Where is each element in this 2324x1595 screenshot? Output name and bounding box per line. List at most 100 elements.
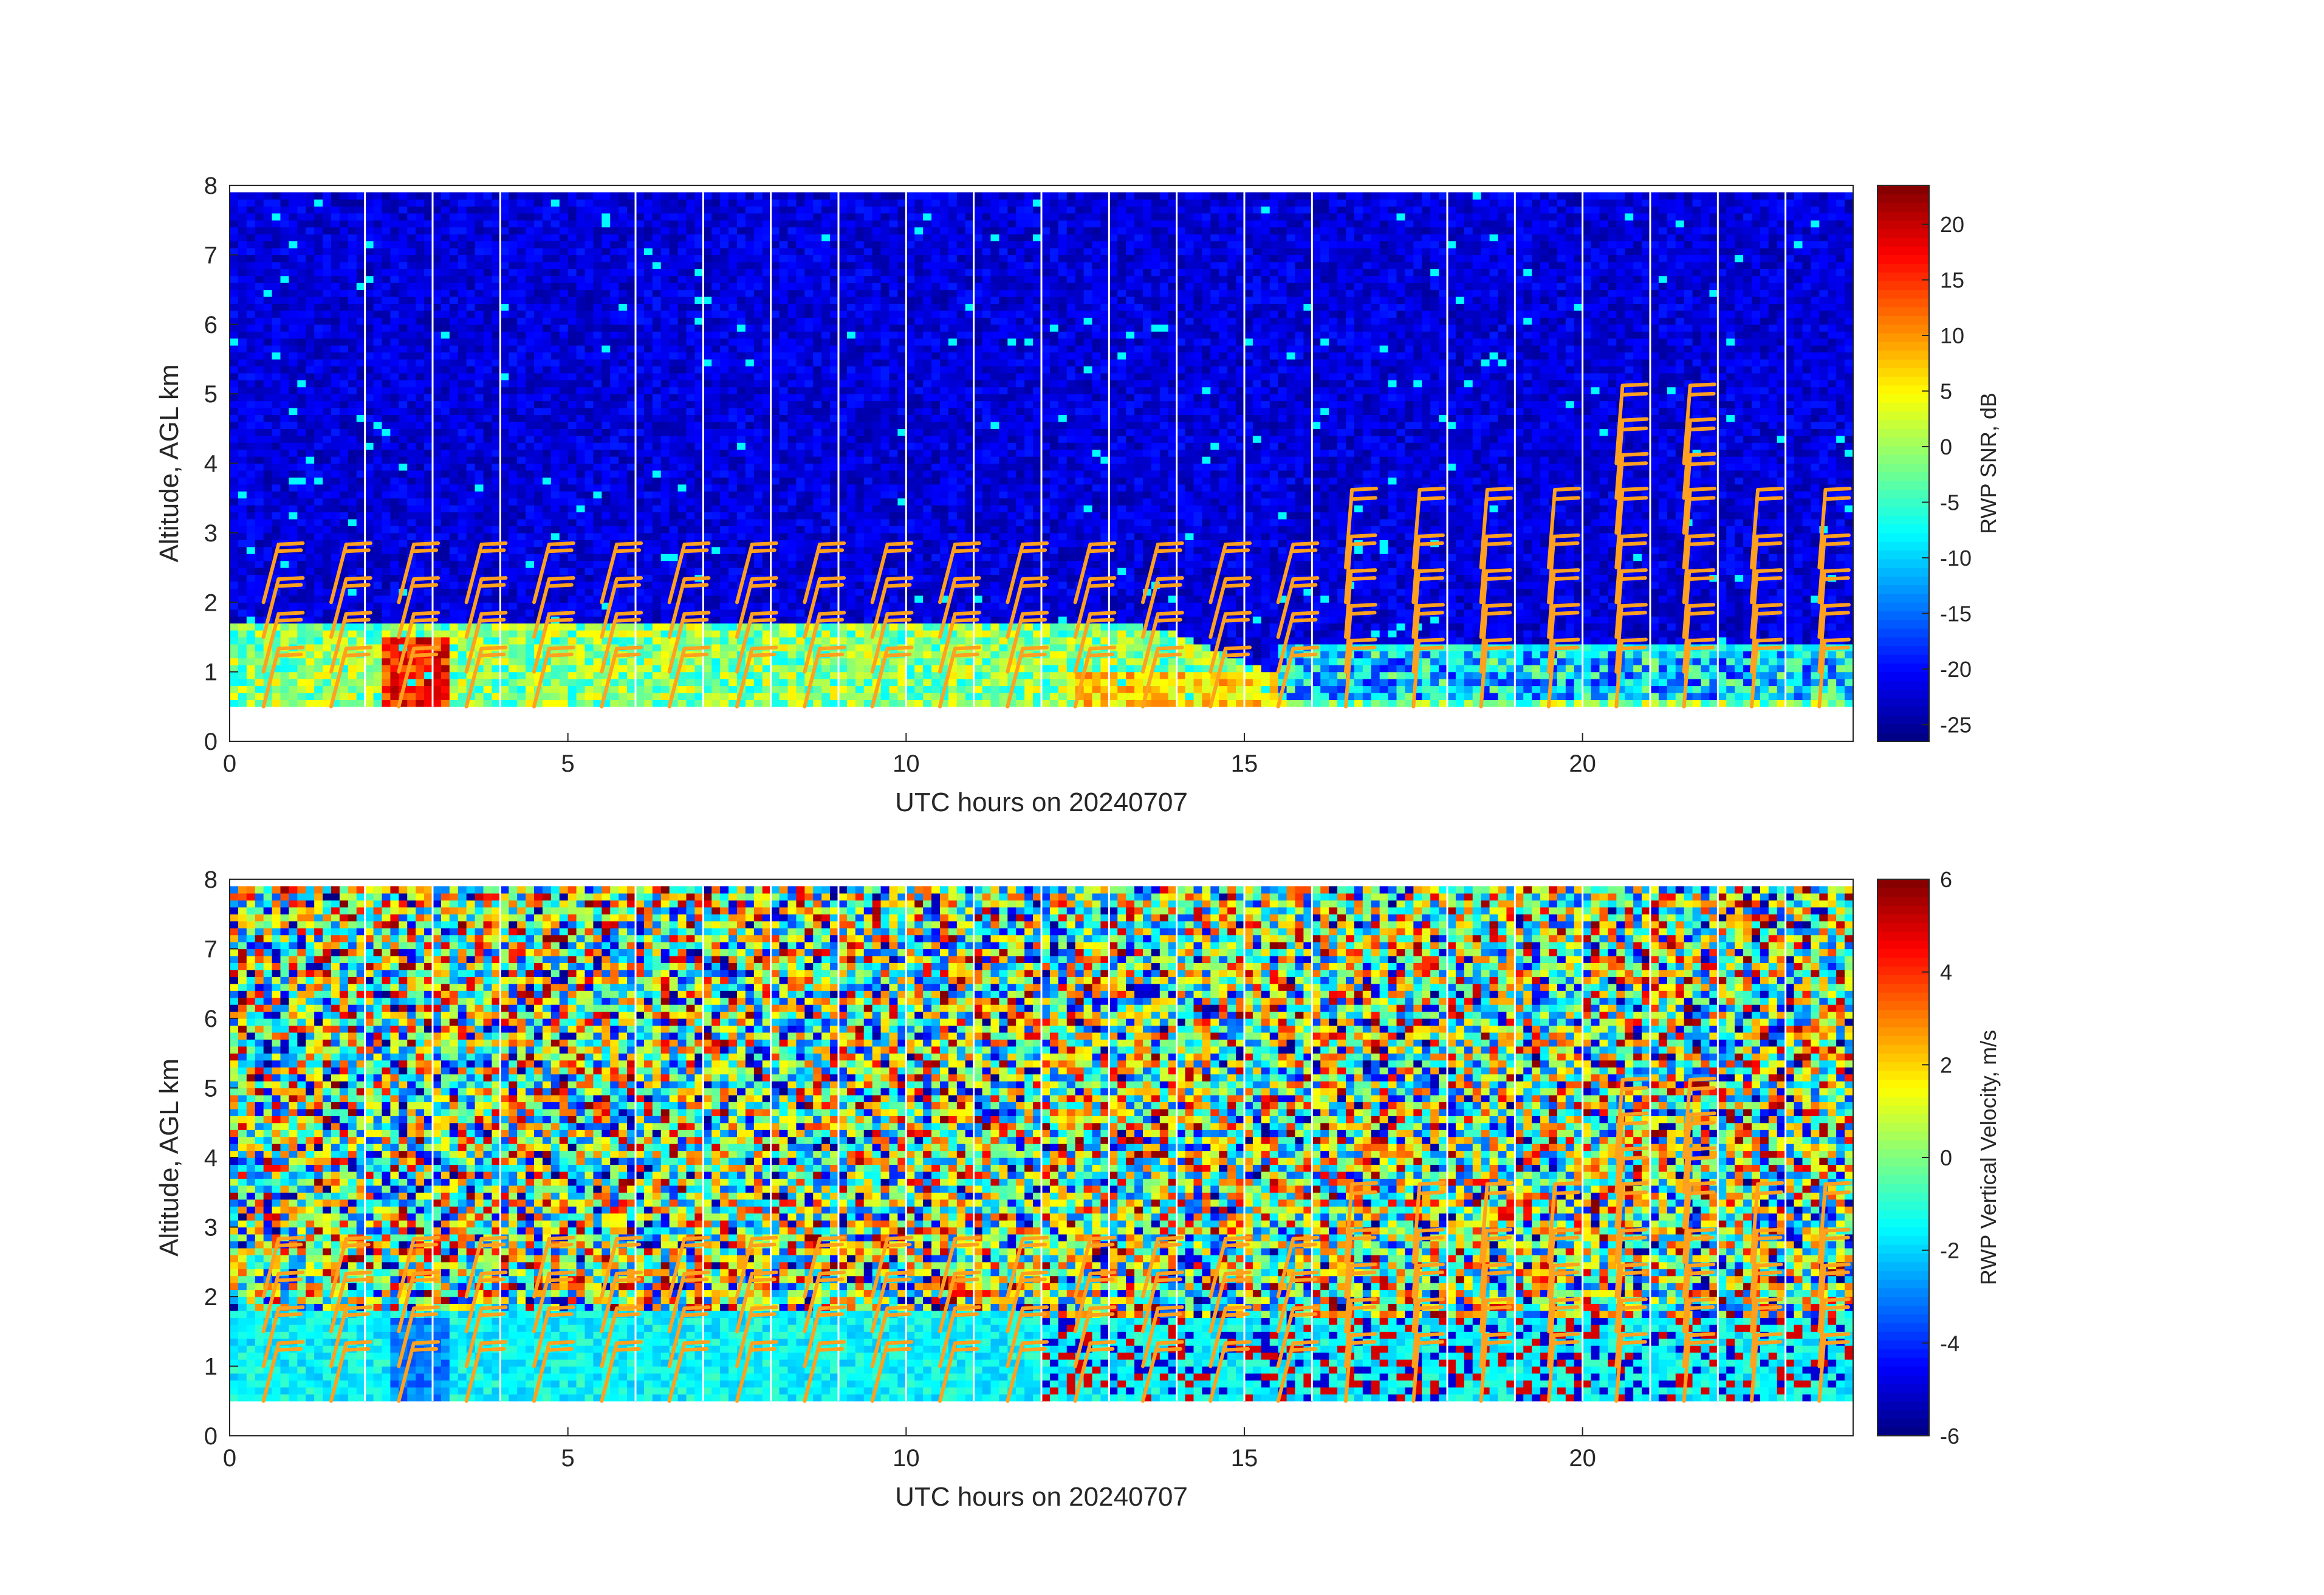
- top-cell: [492, 470, 501, 478]
- top-cell: [728, 317, 738, 325]
- top-cell: [610, 206, 619, 214]
- top-cell: [331, 546, 340, 554]
- top-cell: [289, 366, 298, 374]
- top-cell: [643, 540, 653, 547]
- top-cell: [559, 241, 569, 249]
- top-cell: [255, 220, 264, 228]
- top-cell: [542, 192, 552, 200]
- top-cell: [509, 512, 518, 520]
- top-cell: [348, 331, 357, 339]
- top-cell: [711, 526, 721, 533]
- top-cell: [602, 484, 611, 492]
- top-cell: [610, 234, 619, 242]
- top-cell: [593, 692, 602, 700]
- top-cell: [449, 241, 459, 249]
- top-cell: [660, 435, 670, 443]
- top-cell: [289, 192, 298, 200]
- top-cell: [567, 554, 577, 561]
- top-cell: [263, 358, 273, 366]
- top-cell: [711, 338, 721, 346]
- top-cell: [238, 310, 247, 318]
- top-cell: [584, 505, 594, 513]
- top-cell: [636, 477, 645, 485]
- top-cell: [433, 213, 442, 221]
- top-cell: [703, 310, 712, 318]
- top-cell: [416, 637, 425, 645]
- top-cell: [779, 491, 789, 499]
- top-cell: [526, 220, 535, 228]
- top-cell: [652, 269, 662, 276]
- top-cell: [466, 394, 476, 402]
- top-cell: [424, 623, 433, 631]
- top-cell: [365, 400, 374, 408]
- top-cell: [373, 241, 383, 249]
- top-cell: [686, 275, 696, 283]
- top-cell: [703, 568, 712, 575]
- top-cell: [703, 283, 712, 290]
- top-cell: [636, 505, 645, 513]
- top-cell: [297, 602, 306, 610]
- top-cell: [753, 408, 763, 416]
- top-cell: [550, 380, 560, 388]
- top-cell: [458, 358, 467, 366]
- top-cell: [323, 540, 332, 547]
- top-cell: [567, 657, 577, 665]
- top-cell: [263, 261, 273, 269]
- top-cell: [627, 484, 636, 492]
- top-cell: [550, 331, 560, 339]
- top-cell: [323, 665, 332, 673]
- top-cell: [390, 241, 399, 249]
- top-cell: [255, 560, 264, 568]
- top-cell: [399, 421, 408, 429]
- top-cell: [458, 192, 467, 200]
- top-cell: [593, 498, 602, 506]
- top-cell: [416, 588, 425, 596]
- top-cell: [449, 400, 459, 408]
- top-cell: [779, 366, 789, 374]
- top-cell: [584, 358, 594, 366]
- top-cell: [550, 463, 560, 471]
- top-cell: [263, 554, 273, 561]
- top-cell: [306, 671, 315, 679]
- top-cell: [424, 213, 433, 221]
- top-cell: [550, 400, 560, 408]
- top-cell: [610, 568, 619, 575]
- top-cell: [246, 213, 256, 221]
- top-cell: [652, 665, 662, 673]
- top-cell: [584, 442, 594, 450]
- top-cell: [255, 623, 264, 631]
- top-cell: [440, 206, 450, 214]
- top-cell: [449, 206, 459, 214]
- top-cell: [796, 679, 805, 687]
- top-cell: [238, 665, 247, 673]
- top-cell: [627, 519, 636, 527]
- top-cell: [779, 372, 789, 380]
- top-cell: [272, 408, 281, 416]
- top-cell: [323, 679, 332, 687]
- top-cell: [458, 463, 467, 471]
- top-cell: [559, 526, 569, 533]
- top-cell: [652, 526, 662, 533]
- top-cell: [526, 345, 535, 353]
- top-cell: [314, 623, 323, 631]
- top-cell: [458, 394, 467, 402]
- top-cell: [610, 338, 619, 346]
- top-cell: [610, 283, 619, 290]
- top-cell: [593, 470, 602, 478]
- top-cell: [779, 685, 789, 693]
- top-cell: [567, 400, 577, 408]
- top-cell: [500, 657, 509, 665]
- top-cell: [762, 671, 772, 679]
- top-cell: [787, 275, 797, 283]
- top-cell: [619, 206, 628, 214]
- top-cell: [576, 574, 586, 582]
- top-cell: [348, 206, 357, 214]
- top-cell: [720, 651, 729, 659]
- top-cell: [263, 532, 273, 540]
- top-cell: [289, 428, 298, 436]
- top-cell: [584, 643, 594, 651]
- top-cell: [314, 421, 323, 429]
- top-cell: [466, 491, 476, 499]
- top-cell: [584, 421, 594, 429]
- top-cell: [255, 324, 264, 332]
